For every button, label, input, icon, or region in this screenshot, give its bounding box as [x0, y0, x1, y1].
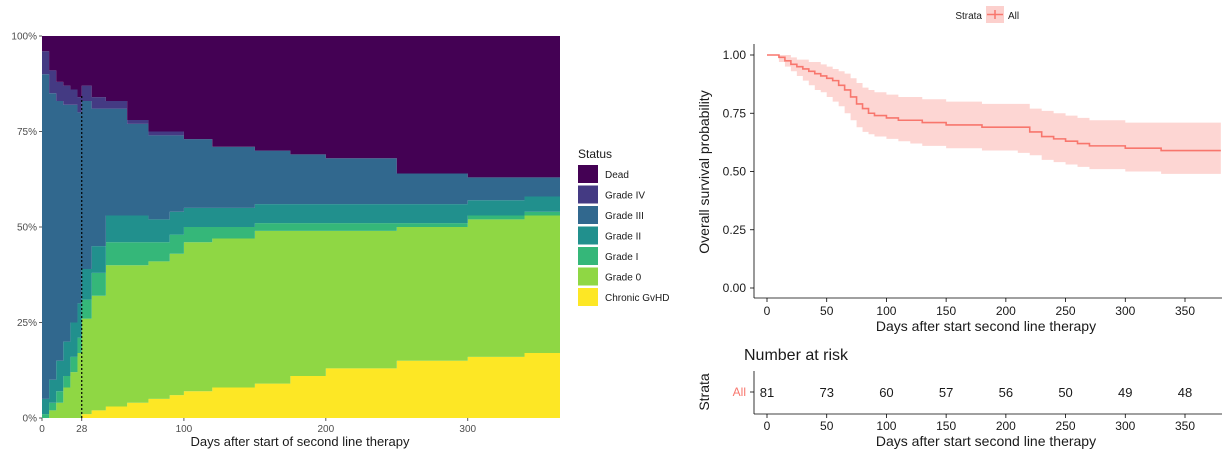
survival-x-tick-label: 250	[1056, 304, 1076, 318]
legend-key-grade-iii	[578, 206, 598, 224]
legend-label-chronic-gvhd: Chronic GvHD	[605, 293, 669, 304]
survival-y-tick-label: 1.00	[723, 48, 747, 62]
risk-value: 49	[1118, 385, 1132, 400]
survival-x-tick-label: 300	[1115, 304, 1135, 318]
risk-value: 81	[760, 385, 774, 400]
survival-x-tick-label: 100	[876, 304, 896, 318]
legend-title: Status	[578, 147, 612, 161]
risk-x-tick-label: 50	[820, 419, 834, 433]
survival-x-tick-label: 150	[936, 304, 956, 318]
survival-x-axis-title: Days after start second line therapy	[876, 318, 1096, 334]
left-y-tick-label: 75%	[17, 127, 37, 138]
risk-x-tick-label: 300	[1115, 419, 1135, 433]
risk-x-tick-label: 100	[876, 419, 896, 433]
risk-x-ticks: 0 50 100 150 200 250 300 350	[764, 414, 1195, 433]
risk-x-tick-label: 150	[936, 419, 956, 433]
risk-x-tick-label: 250	[1056, 419, 1076, 433]
left-x-axis-title: Days after start of second line therapy	[191, 434, 410, 449]
risk-row-label: All	[733, 385, 746, 399]
left-y-ticks: 0% 25% 50% 75% 100%	[11, 32, 42, 425]
risk-value: 48	[1178, 385, 1192, 400]
survival-plot: 0.00 0.25 0.50 0.75 1.00 0 50 100 150 200 250 300 3…	[696, 44, 1222, 334]
strata-legend: Strata All	[955, 6, 1019, 23]
survival-x-tick-label: 350	[1175, 304, 1195, 318]
legend-items: Dead Grade IV Grade III Grade II Grade I Grad…	[578, 165, 669, 306]
left-x-tick-label: 0	[39, 424, 45, 435]
risk-values: 81 73 60 57 56 50 49 48	[760, 385, 1192, 400]
risk-value: 57	[939, 385, 953, 400]
status-areas	[42, 36, 560, 418]
status-legend: Status Dead Grade IV Grade III Grade II Grad…	[578, 147, 669, 306]
legend-label-grade-i: Grade I	[605, 252, 638, 263]
left-x-ticks: 0 28 100 200 300	[39, 418, 477, 435]
risk-table-title: Number at risk	[744, 347, 849, 364]
confidence-band	[767, 55, 1221, 174]
legend-key-grade-0	[578, 267, 598, 286]
legend-label-grade-0: Grade 0	[605, 273, 642, 284]
legend-key-grade-iv	[578, 185, 598, 204]
legend-label-dead: Dead	[605, 170, 629, 181]
risk-value: 50	[1058, 385, 1072, 400]
legend-key-grade-ii	[578, 226, 598, 245]
risk-value: 56	[999, 385, 1013, 400]
area-grade-iii	[42, 74, 560, 399]
legend-label-grade-iv: Grade IV	[605, 191, 645, 202]
risk-x-tick-label: 200	[996, 419, 1016, 433]
risk-value: 73	[819, 385, 833, 400]
risk-table: Number at risk All 81 73 60 57 56 50 49 48 0 50 1…	[696, 347, 1222, 449]
area-dead	[42, 36, 560, 185]
area-grade-0	[42, 215, 560, 418]
survival-curve	[767, 54, 1221, 152]
status-area-chart: 0% 25% 50% 75% 100% 0 28 100 200 300 Days after …	[11, 32, 560, 449]
survival-y-ticks: 0.00 0.25 0.50 0.75 1.00	[723, 48, 754, 295]
risk-y-axis-title: Strata	[696, 373, 712, 411]
legend-label-grade-ii: Grade II	[605, 232, 641, 243]
legend-key-grade-i	[578, 247, 598, 265]
survival-y-tick-label: 0.75	[723, 106, 747, 120]
left-x-tick-label: 200	[317, 424, 334, 435]
left-y-tick-label: 100%	[11, 32, 37, 43]
survival-x-ticks: 0 50 100 150 200 250 300 350	[764, 298, 1195, 318]
left-y-tick-label: 50%	[17, 223, 37, 234]
survival-x-tick-label: 50	[820, 304, 834, 318]
survival-x-tick-label: 0	[764, 304, 771, 318]
left-y-tick-label: 0%	[23, 414, 38, 425]
risk-x-tick-label: 0	[764, 419, 771, 433]
legend-key-chronic-gvhd	[578, 288, 598, 306]
left-x-tick-label: 100	[176, 424, 193, 435]
left-x-tick-label: 28	[76, 424, 88, 435]
risk-value: 60	[879, 385, 893, 400]
risk-x-axis-title: Days after start second line therapy	[876, 433, 1096, 449]
legend-key-dead	[578, 165, 598, 183]
legend-label-grade-iii: Grade III	[605, 211, 644, 222]
survival-y-axis-title: Overall survival probability	[696, 90, 712, 253]
survival-x-tick-label: 200	[996, 304, 1016, 318]
survival-y-tick-label: 0.25	[723, 223, 747, 237]
left-y-tick-label: 25%	[17, 318, 37, 329]
survival-y-tick-label: 0.50	[723, 165, 747, 179]
left-x-tick-label: 300	[459, 424, 476, 435]
risk-x-tick-label: 350	[1175, 419, 1195, 433]
survival-y-tick-label: 0.00	[723, 281, 747, 295]
strata-legend-title: Strata	[955, 11, 982, 22]
area-chronic-gvhd	[42, 353, 560, 418]
strata-legend-label: All	[1008, 11, 1019, 22]
area-grade-ii	[42, 192, 560, 415]
